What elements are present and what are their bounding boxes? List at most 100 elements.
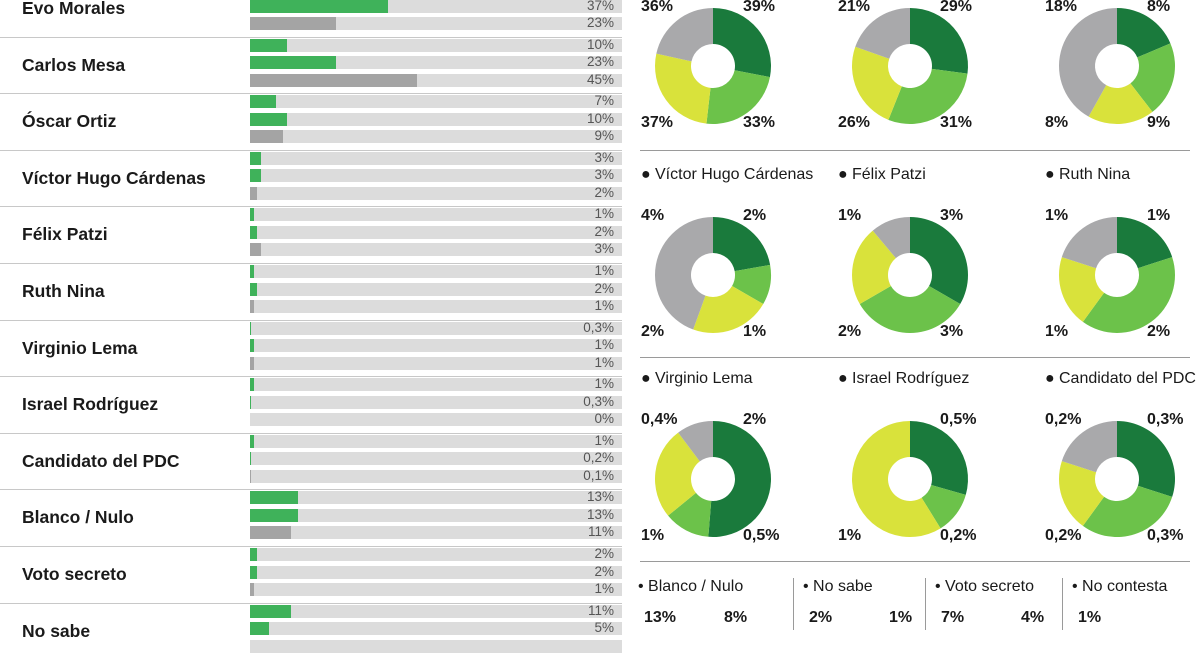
bar	[250, 130, 283, 143]
bar	[250, 208, 254, 221]
donut-value-label: 1%	[641, 527, 664, 545]
bottom-value-label: 2%	[809, 609, 832, 627]
donut-value-label: 3%	[940, 323, 963, 341]
donut-value-label: 2%	[838, 323, 861, 341]
bar-value-label: 3%	[594, 242, 614, 256]
bottom-value-label: 1%	[889, 609, 912, 627]
donut-value-label: 1%	[838, 207, 861, 225]
bar-value-label: 7%	[594, 94, 614, 108]
bar-track	[250, 39, 622, 52]
donut-value-label: 1%	[1045, 323, 1068, 341]
donut-value-label: 33%	[743, 114, 775, 132]
bar-track	[250, 509, 622, 522]
donut-slice	[708, 421, 771, 537]
bullet-icon: ●	[641, 371, 651, 387]
donut-value-label: 1%	[838, 527, 861, 545]
candidate-name: Candidato del PDC	[22, 433, 180, 489]
bottom-divider	[1062, 578, 1063, 630]
donut-slice	[910, 217, 968, 304]
bar-value-label: 2%	[594, 547, 614, 561]
donut-value-label: 9%	[1147, 114, 1170, 132]
bar	[250, 113, 287, 126]
bar-value-label: 11%	[588, 604, 614, 618]
bar-value-label: 0,1%	[583, 469, 614, 483]
donut-value-label: 1%	[1147, 207, 1170, 225]
donut-value-label: 29%	[940, 0, 972, 16]
bar-value-label: 1%	[594, 582, 614, 596]
bar-value-label: 0,2%	[583, 451, 614, 465]
bottom-value-label: 13%	[644, 609, 676, 627]
donut-value-label: 2%	[743, 207, 766, 225]
bottom-divider	[925, 578, 926, 630]
donut-charts-panel: 39%33%37%36%29%31%26%21%8%9%8%18%2%1%2%4…	[630, 0, 1200, 630]
donut-slice	[910, 8, 968, 74]
bar-track	[250, 152, 622, 165]
bottom-panel-title: • No contesta	[1072, 578, 1167, 596]
candidate-name: No sabe	[22, 603, 90, 659]
bar-track	[250, 283, 622, 296]
bar-value-label: 9%	[594, 129, 614, 143]
bar	[250, 452, 251, 465]
bottom-value-label: 7%	[941, 609, 964, 627]
bullet-icon: ●	[1045, 371, 1055, 387]
donut-value-label: 2%	[641, 323, 664, 341]
bar	[250, 583, 254, 596]
bar	[250, 74, 417, 87]
donut-slice	[910, 421, 968, 495]
donut-value-label: 8%	[1045, 114, 1068, 132]
bar-track	[250, 208, 622, 221]
donut-value-label: 36%	[641, 0, 673, 16]
donut-value-label: 0,4%	[641, 411, 677, 429]
bar-value-label: 13%	[587, 490, 614, 504]
bar-track	[250, 300, 622, 313]
donut-value-label: 0,2%	[1045, 411, 1081, 429]
bar-track	[250, 339, 622, 352]
donut-title: Víctor Hugo Cárdenas	[655, 167, 813, 183]
bar	[250, 339, 254, 352]
panel-divider	[640, 561, 1190, 562]
bar	[250, 509, 298, 522]
bar	[250, 17, 336, 30]
bar	[250, 152, 261, 165]
donut-value-label: 2%	[1147, 323, 1170, 341]
donut-title: Ruth Nina	[1059, 167, 1130, 183]
bar-row: No sabe 11% 5%	[0, 603, 622, 659]
donut-value-label: 1%	[743, 323, 766, 341]
bar	[250, 491, 298, 504]
bar-track	[250, 470, 622, 483]
bar	[250, 622, 269, 635]
bar-track	[250, 548, 622, 561]
candidate-name: Evo Morales	[22, 0, 125, 36]
bar-track	[250, 187, 622, 200]
bar	[250, 357, 254, 370]
bar-track	[250, 265, 622, 278]
donut-value-label: 21%	[838, 0, 870, 16]
donut-title: Virginio Lema	[655, 371, 753, 387]
bar-value-label: 3%	[594, 168, 614, 182]
bar-track	[250, 452, 622, 465]
bar-track	[250, 0, 622, 13]
candidate-name: Víctor Hugo Cárdenas	[22, 150, 206, 206]
bar-value-label: 23%	[587, 55, 614, 69]
donut-value-label: 0,5%	[940, 411, 976, 429]
donut-value-label: 4%	[641, 207, 664, 225]
donut-title: Félix Patzi	[852, 167, 926, 183]
bar-track	[250, 226, 622, 239]
bar	[250, 435, 254, 448]
panel-divider	[640, 357, 1190, 358]
bar-value-label: 0%	[594, 412, 614, 426]
bottom-value-label: 8%	[724, 609, 747, 627]
candidate-name: Blanco / Nulo	[22, 489, 134, 545]
bar-value-label: 5%	[594, 621, 614, 635]
donut-value-label: 0,3%	[1147, 411, 1183, 429]
candidate-name: Israel Rodríguez	[22, 376, 158, 432]
bar-value-label: 1%	[594, 434, 614, 448]
donut-value-label: 26%	[838, 114, 870, 132]
